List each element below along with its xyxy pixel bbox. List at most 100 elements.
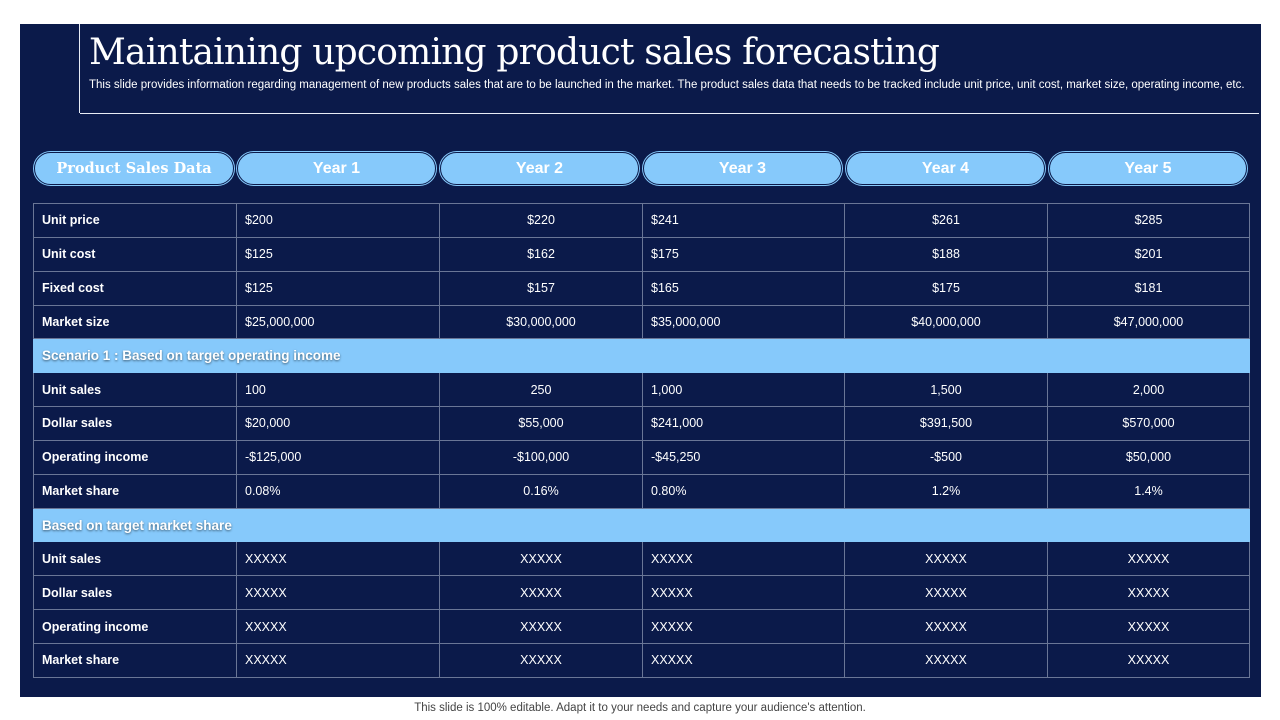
table-row: Unit cost $125 $162 $175 $188 $201 (33, 236, 1250, 272)
table-cell: $25,000,000 (236, 304, 440, 340)
table-cell: $55,000 (439, 406, 643, 441)
table-cell: $162 (439, 236, 643, 272)
table-cell: -$500 (844, 439, 1048, 475)
table-cell: $241,000 (642, 406, 845, 441)
table-cell: XXXXX (1047, 541, 1250, 577)
table-cell: $285 (1047, 203, 1250, 238)
table-cell: $241 (642, 203, 845, 238)
table-cell: $200 (236, 203, 440, 238)
table-cell: 250 (439, 372, 643, 408)
table-row: Operating income -$125,000 -$100,000 -$45,2… (33, 439, 1250, 475)
table-cell: $570,000 (1047, 406, 1250, 441)
row-label: Unit price (33, 203, 237, 238)
row-label: Unit sales (33, 372, 237, 408)
table-cell: $157 (439, 270, 643, 306)
section-header-scenario-1: Scenario 1 : Based on target operating i… (33, 338, 1250, 374)
section-header-label: Based on target market share (33, 507, 1250, 543)
table-cell: $188 (844, 236, 1048, 272)
table-cell: XXXXX (439, 642, 643, 678)
table-row: Unit price $200 $220 $241 $261 $285 (33, 203, 1250, 238)
table-row: Unit sales 100 250 1,000 1,500 2,000 (33, 372, 1250, 408)
row-label: Operating income (33, 439, 237, 475)
table-cell: 0.80% (642, 473, 845, 509)
table-cell: XXXXX (1047, 609, 1250, 644)
table-cell: $30,000,000 (439, 304, 643, 340)
table-cell: XXXXX (642, 609, 845, 644)
table-row: Dollar sales XXXXX XXXXX XXXXX XXXXX XXXXX (33, 575, 1250, 611)
table-cell: XXXXX (236, 575, 440, 611)
page-title: Maintaining upcoming product sales forec… (89, 32, 940, 73)
table-cell: XXXXX (439, 609, 643, 644)
row-label: Unit cost (33, 236, 237, 272)
table-row: Market share 0.08% 0.16% 0.80% 1.2% 1.4% (33, 473, 1250, 509)
table-cell: 0.08% (236, 473, 440, 509)
table-cell: $35,000,000 (642, 304, 845, 340)
table-cell: XXXXX (642, 575, 845, 611)
table-cell: XXXXX (236, 642, 440, 678)
table-row: Market share XXXXX XXXXX XXXXX XXXXX XXXXX (33, 642, 1250, 678)
table-row: Market size $25,000,000 $30,000,000 $35,000… (33, 304, 1250, 340)
table-cell: $391,500 (844, 406, 1048, 441)
table-cell: XXXXX (1047, 642, 1250, 678)
header-pill-year-4: Year 4 (846, 152, 1045, 185)
table-cell: 0.16% (439, 473, 643, 509)
table-cell: -$100,000 (439, 439, 643, 475)
table-cell: $165 (642, 270, 845, 306)
row-label: Market share (33, 473, 237, 509)
table-cell: $40,000,000 (844, 304, 1048, 340)
row-label: Operating income (33, 609, 237, 644)
slide-canvas: Maintaining upcoming product sales forec… (20, 24, 1261, 697)
page-subtitle: This slide provides information regardin… (89, 79, 1245, 91)
row-label: Unit sales (33, 541, 237, 577)
section-header-label: Scenario 1 : Based on target operating i… (33, 338, 1250, 374)
row-label: Fixed cost (33, 270, 237, 306)
table-cell: XXXXX (844, 575, 1048, 611)
table-cell: $175 (642, 236, 845, 272)
table-cell: $175 (844, 270, 1048, 306)
table-cell: XXXXX (439, 541, 643, 577)
table-cell: XXXXX (1047, 575, 1250, 611)
table-cell: -$125,000 (236, 439, 440, 475)
footer-note: This slide is 100% editable. Adapt it to… (414, 702, 866, 714)
table-cell: XXXXX (844, 541, 1048, 577)
table-cell: $47,000,000 (1047, 304, 1250, 340)
title-divider (80, 113, 1259, 114)
table-cell: 2,000 (1047, 372, 1250, 408)
table-row: Dollar sales $20,000 $55,000 $241,000 $391,5… (33, 406, 1250, 441)
table-cell: XXXXX (236, 541, 440, 577)
table-row: Unit sales XXXXX XXXXX XXXXX XXXXX XXXXX (33, 541, 1250, 577)
sales-forecast-table: Unit price $200 $220 $241 $261 $285 Unit cost $… (33, 203, 1250, 678)
table-cell: 100 (236, 372, 440, 408)
table-cell: XXXXX (844, 642, 1048, 678)
header-pill-year-2: Year 2 (440, 152, 639, 185)
table-cell: XXXXX (642, 541, 845, 577)
header-pill-year-1: Year 1 (237, 152, 436, 185)
header-pill-product-sales-data: Product Sales Data (34, 152, 234, 185)
table-row: Fixed cost $125 $157 $165 $175 $181 (33, 270, 1250, 306)
title-accent-block (20, 24, 80, 113)
table-cell: $125 (236, 236, 440, 272)
table-cell: 1,000 (642, 372, 845, 408)
row-label: Market size (33, 304, 237, 340)
row-label: Market share (33, 642, 237, 678)
table-cell: XXXXX (844, 609, 1048, 644)
header-pill-year-3: Year 3 (643, 152, 842, 185)
table-cell: XXXXX (236, 609, 440, 644)
row-label: Dollar sales (33, 575, 237, 611)
table-row: Operating income XXXXX XXXXX XXXXX XXXXX XXXX… (33, 609, 1250, 644)
table-cell: $20,000 (236, 406, 440, 441)
row-label: Dollar sales (33, 406, 237, 441)
table-cell: 1,500 (844, 372, 1048, 408)
table-cell: XXXXX (642, 642, 845, 678)
table-cell: XXXXX (439, 575, 643, 611)
table-cell: $125 (236, 270, 440, 306)
table-cell: 1.4% (1047, 473, 1250, 509)
table-cell: $50,000 (1047, 439, 1250, 475)
table-cell: $181 (1047, 270, 1250, 306)
table-cell: $201 (1047, 236, 1250, 272)
table-cell: $220 (439, 203, 643, 238)
header-pill-year-5: Year 5 (1049, 152, 1247, 185)
table-cell: $261 (844, 203, 1048, 238)
table-cell: -$45,250 (642, 439, 845, 475)
table-cell: 1.2% (844, 473, 1048, 509)
